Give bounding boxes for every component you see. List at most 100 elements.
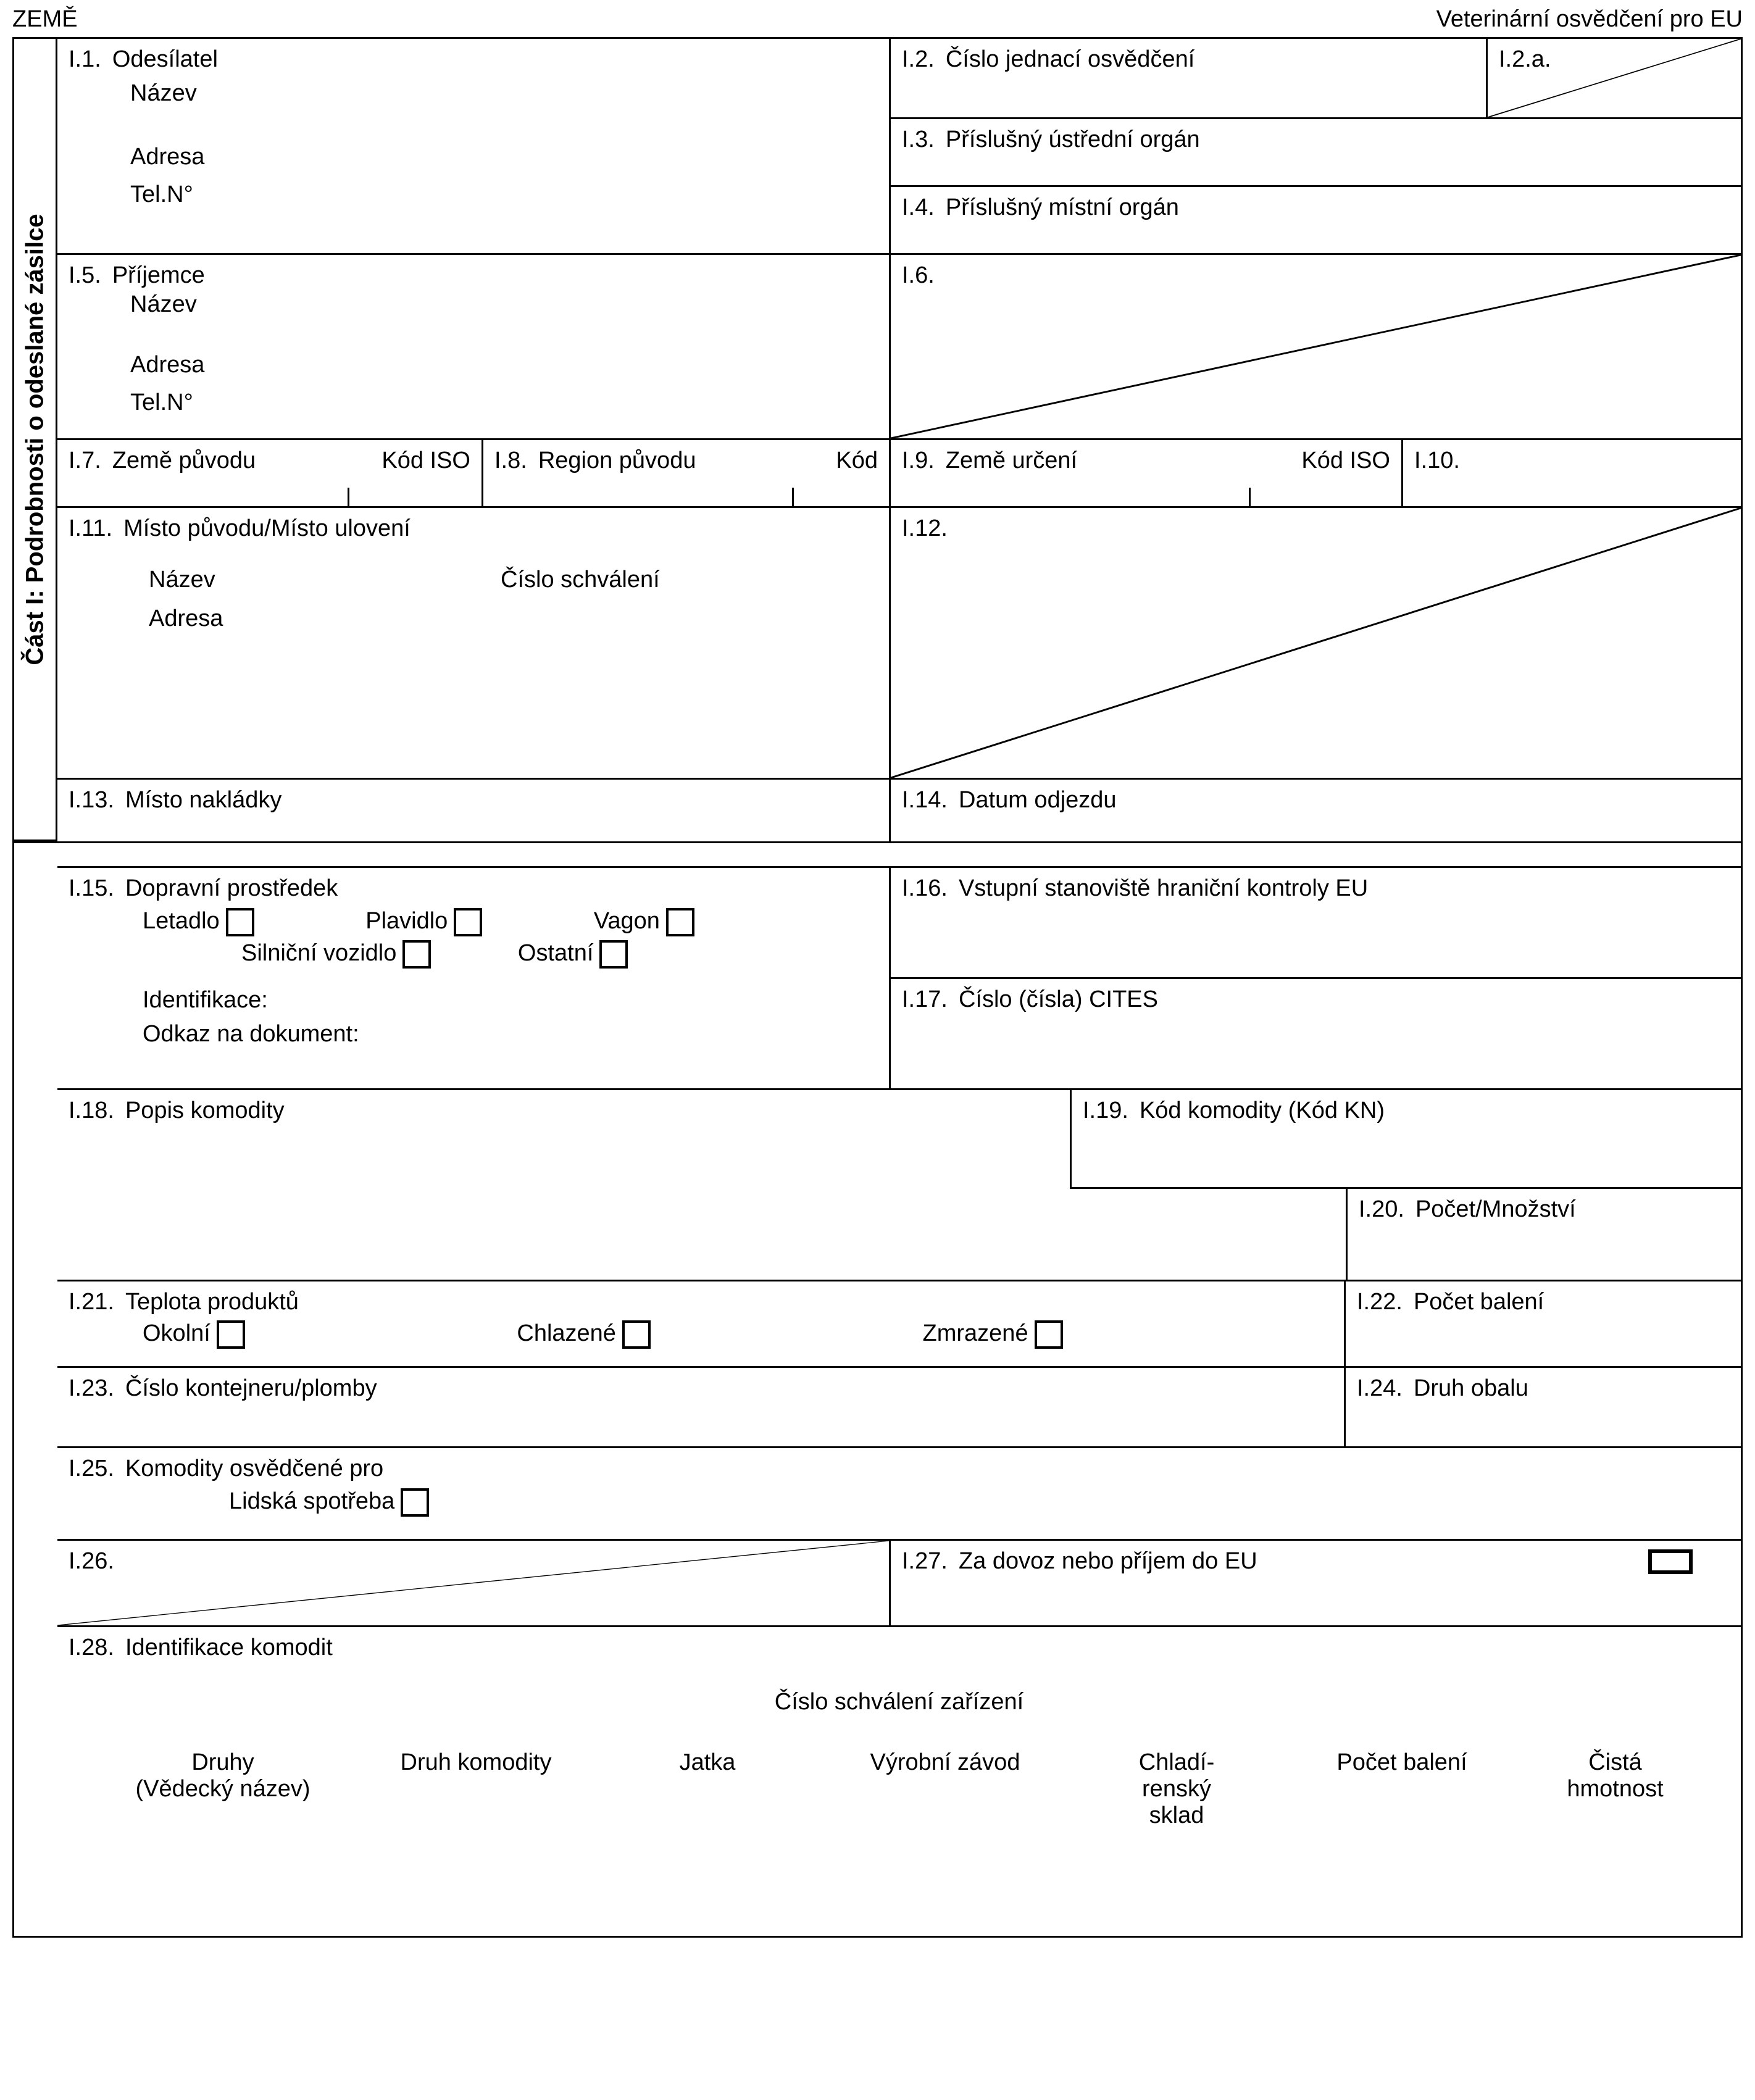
i18-title: Popis komodity [125, 1098, 285, 1124]
box-i2a: I.2.a. [1488, 39, 1741, 117]
i11-title: Místo původu/Místo ulovení [123, 515, 411, 542]
i15-docref: Odkaz na dokument: [69, 1021, 878, 1048]
i15-num: I.15. [69, 875, 114, 902]
box-i6: I.6. [891, 255, 1741, 438]
i21-ambient: Okolní [143, 1320, 211, 1346]
box-i16: I.16.Vstupní stanoviště hraniční kontrol… [891, 868, 1741, 979]
part-sidebar: Část I: Podrobnosti o odeslané zásilce [14, 39, 57, 841]
i15-plane: Letadlo [143, 908, 220, 934]
i25-human: Lidská spotřeba [229, 1488, 394, 1514]
i19-num: I.19. [1083, 1098, 1128, 1124]
i2a-num: I.2.a. [1499, 46, 1551, 72]
checkbox-other[interactable] [599, 940, 628, 969]
i28-num: I.28. [69, 1635, 114, 1661]
i27-num: I.27. [902, 1548, 948, 1575]
col-pkg: Počet balení [1278, 1749, 1525, 1829]
i21-chilled: Chlazené [517, 1320, 616, 1346]
box-i22: I.22. Počet balení [1346, 1281, 1741, 1366]
i2-title: Číslo jednací osvědčení [946, 46, 1194, 73]
i1-num: I.1. [69, 46, 101, 73]
box-i4: I.4.Příslušný místní orgán [891, 187, 1741, 253]
box-i27: I.27. Za dovoz nebo příjem do EU [891, 1541, 1741, 1625]
box-i1: I.1.Odesílatel Název Adresa Tel.N° [57, 39, 891, 253]
i24-num: I.24. [1357, 1375, 1403, 1402]
box-i9: I.9.Země určeníKód ISO [891, 440, 1403, 506]
i10-num: I.10. [1414, 448, 1460, 473]
i7-num: I.7. [69, 448, 101, 474]
i6-num: I.6. [902, 262, 935, 288]
i16-num: I.16. [902, 875, 948, 902]
box-i19: I.19. Kód komodity (Kód KN) [1070, 1090, 1741, 1189]
i19-title: Kód komodity (Kód KN) [1140, 1098, 1385, 1124]
box-i20: I.20.Počet/Množství [1346, 1189, 1741, 1280]
i17-title: Číslo (čísla) CITES [959, 986, 1158, 1013]
box-i28: I.28.Identifikace komodit Číslo schválen… [57, 1627, 1741, 1936]
box-i5: I.5.Příjemce Název Adresa Tel.N° [57, 255, 891, 438]
i21-title: Teplota produktů [125, 1289, 299, 1315]
box-i13: I.13.Místo nakládky [57, 780, 891, 841]
i11-name: Název [69, 567, 501, 593]
box-i24: I.24. Druh obalu [1346, 1368, 1741, 1446]
checkbox-ambient[interactable] [217, 1320, 245, 1349]
i8-code: Kód [836, 448, 878, 474]
i26-num: I.26. [69, 1548, 114, 1574]
box-i18: I.18. Popis komodity [57, 1090, 1070, 1189]
i14-title: Datum odjezdu [959, 787, 1117, 814]
box-i26: I.26. [57, 1541, 891, 1625]
checkbox-road[interactable] [402, 940, 431, 969]
col-net: Čistá hmotnost [1525, 1749, 1705, 1829]
i1-name: Název [69, 80, 878, 107]
i22-title: Počet balení [1414, 1289, 1544, 1315]
i13-num: I.13. [69, 787, 114, 814]
i18-num: I.18. [69, 1098, 114, 1124]
i20-title: Počet/Množství [1415, 1196, 1576, 1223]
i5-title: Příjemce [112, 262, 205, 289]
i11-address: Adresa [69, 606, 878, 632]
i21-num: I.21. [69, 1289, 114, 1315]
col-abattoir: Jatka [599, 1749, 815, 1829]
i7-iso: Kód ISO [381, 448, 470, 474]
i28-subhead: Číslo schválení zařízení [69, 1689, 1730, 1715]
i14-num: I.14. [902, 787, 948, 814]
i9-title: Země určení [946, 448, 1077, 474]
box-i2: I.2.Číslo jednací osvědčení [891, 39, 1488, 117]
i15-title: Dopravní prostředek [125, 875, 338, 902]
checkbox-human[interactable] [401, 1488, 429, 1517]
i24-title: Druh obalu [1414, 1375, 1528, 1402]
header-right: Veterinární osvědčení pro EU [1436, 6, 1743, 33]
box-i17: I.17.Číslo (čísla) CITES [891, 979, 1741, 1088]
checkbox-ship[interactable] [454, 908, 482, 936]
i22-num: I.22. [1357, 1289, 1403, 1315]
i5-num: I.5. [69, 262, 101, 289]
box-i11: I.11.Místo původu/Místo ulovení Název Čí… [57, 508, 891, 778]
i11-num: I.11. [69, 515, 112, 542]
i3-num: I.3. [902, 127, 935, 153]
i15-ship: Plavidlo [365, 908, 448, 934]
col-nature: Druh komodity [352, 1749, 599, 1829]
i9-iso: Kód ISO [1301, 448, 1390, 474]
box-i3: I.3.Příslušný ústřední orgán [891, 119, 1741, 187]
i5-address: Adresa [69, 352, 878, 378]
i21-frozen: Zmrazené [923, 1320, 1028, 1346]
i1-address: Adresa [69, 144, 878, 170]
i25-title: Komodity osvědčené pro [125, 1456, 383, 1482]
part-title: Část I: Podrobnosti o odeslané zásilce [21, 214, 49, 665]
i8-num: I.8. [494, 448, 527, 474]
i15-other: Ostatní [518, 940, 594, 966]
i27-title: Za dovoz nebo příjem do EU [959, 1548, 1257, 1575]
box-i10: I.10. [1403, 440, 1741, 506]
checkbox-wagon[interactable] [666, 908, 694, 936]
i23-title: Číslo kontejneru/plomby [125, 1375, 377, 1402]
checkbox-plane[interactable] [226, 908, 254, 936]
box-i7: I.7.Země původuKód ISO [57, 440, 483, 506]
i1-title: Odesílatel [112, 46, 218, 73]
checkbox-import[interactable] [1648, 1549, 1693, 1574]
checkbox-frozen[interactable] [1035, 1320, 1063, 1349]
box-i8: I.8.Region původuKód [483, 440, 891, 506]
box-i23: I.23.Číslo kontejneru/plomby [57, 1368, 1346, 1446]
i4-num: I.4. [902, 194, 935, 221]
col-cold: Chladí- renský sklad [1075, 1749, 1278, 1829]
box-i14: I.14. Datum odjezdu [891, 780, 1741, 841]
checkbox-chilled[interactable] [622, 1320, 651, 1349]
box-i15: I.15. Dopravní prostředek Letadlo Plavidl… [57, 868, 891, 1088]
